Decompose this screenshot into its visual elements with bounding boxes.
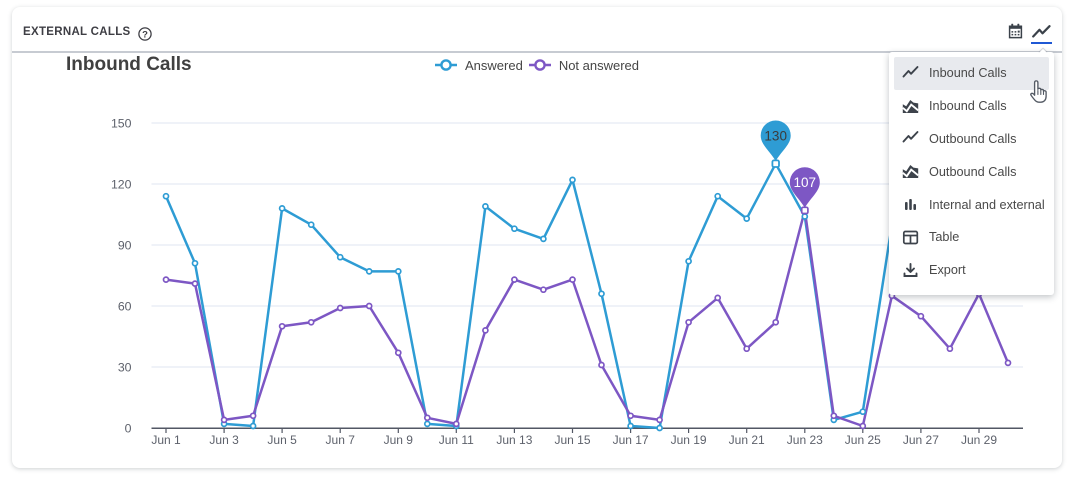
svg-text:Jun 7: Jun 7 [326, 433, 356, 447]
svg-text:Jun 11: Jun 11 [439, 433, 474, 447]
svg-text:Jun 5: Jun 5 [267, 433, 297, 447]
svg-text:Jun 13: Jun 13 [496, 433, 532, 447]
svg-text:Jun 9: Jun 9 [384, 433, 414, 447]
svg-text:Jun 3: Jun 3 [209, 433, 239, 447]
svg-text:Jun 27: Jun 27 [903, 433, 939, 447]
svg-text:Jun 25: Jun 25 [845, 433, 881, 447]
svg-text:Jun 1: Jun 1 [151, 433, 181, 447]
svg-text:Jun 17: Jun 17 [613, 433, 649, 447]
svg-text:0: 0 [125, 421, 132, 435]
svg-text:60: 60 [118, 299, 132, 313]
svg-text:Jun 19: Jun 19 [671, 433, 707, 447]
svg-text:120: 120 [111, 177, 132, 191]
svg-text:Jun 23: Jun 23 [787, 433, 823, 447]
svg-text:90: 90 [118, 238, 132, 252]
svg-text:30: 30 [118, 360, 132, 374]
svg-text:Jun 21: Jun 21 [729, 433, 765, 447]
svg-text:Jun 29: Jun 29 [961, 433, 997, 447]
svg-text:Jun 15: Jun 15 [554, 433, 590, 447]
svg-text:107: 107 [794, 175, 817, 190]
svg-text:150: 150 [111, 116, 132, 130]
svg-text:130: 130 [764, 129, 787, 144]
svg-text:?: ? [142, 29, 148, 40]
